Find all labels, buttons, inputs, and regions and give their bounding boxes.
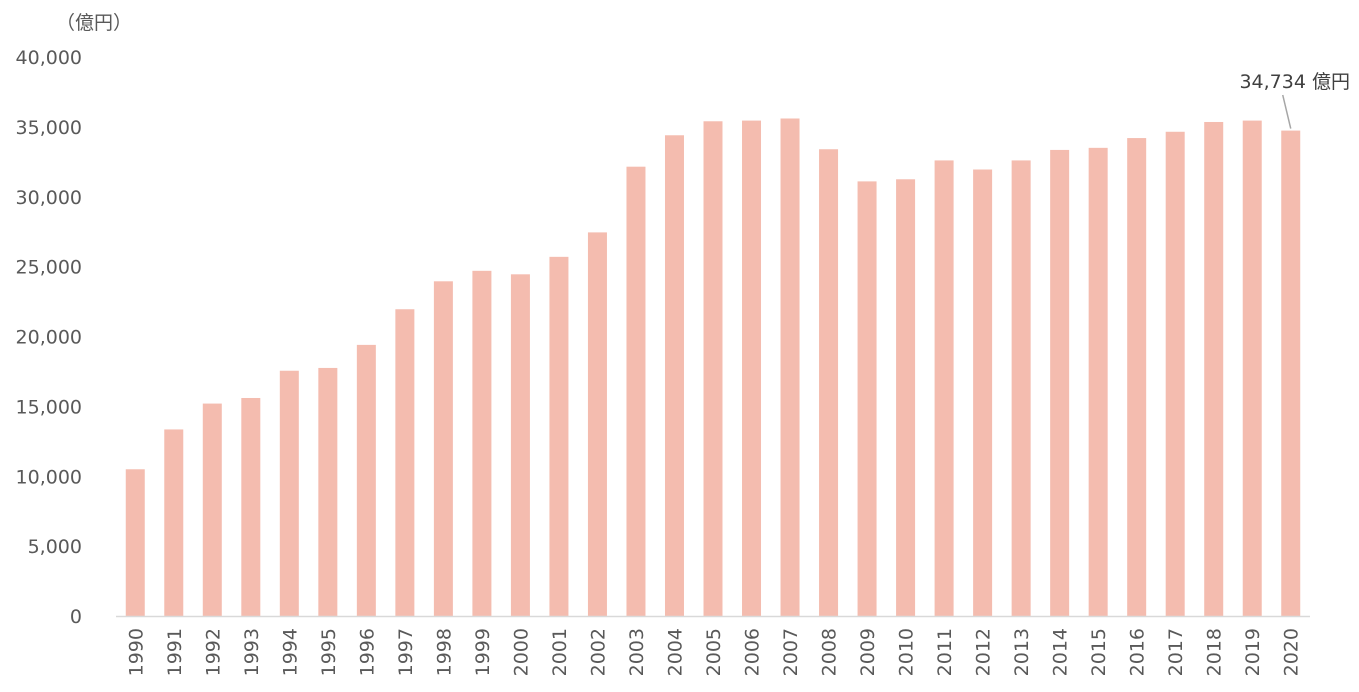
annotation: 34,734 億円 [1239,71,1350,129]
x-tick-label: 1996 [356,628,378,676]
bar-2009 [857,181,877,616]
x-tick-label: 2008 [819,628,841,676]
y-tick-label: 25,000 [16,257,82,279]
x-tick-label: 1997 [395,628,417,676]
bar-1992 [202,403,222,616]
x-tick-label: 2000 [510,628,532,676]
x-tick-label: 1993 [241,628,263,676]
x-tick-label: 2019 [1242,628,1264,676]
x-tick-label: 1995 [318,628,340,676]
x-tick-label: 2007 [780,628,802,676]
x-tick-label: 2006 [742,628,764,676]
bar-2004 [664,135,684,616]
bar-2018 [1204,121,1224,616]
y-axis: （億円） 0 5,000 10,000 15,000 20,000 25,000 30,000… [16,12,133,628]
y-tick-label: 30,000 [16,187,82,209]
bar-2016 [1127,138,1147,616]
bar-1999 [472,270,492,616]
annotation-leader-line [1282,94,1292,129]
y-tick-label: 0 [70,606,82,628]
bar-1997 [395,309,415,616]
x-tick-label: 1994 [279,628,301,676]
bar-2003 [626,166,646,616]
bar-2010 [896,179,916,616]
bar-2015 [1088,147,1108,616]
bar-2007 [780,118,800,617]
x-tick-label: 2012 [973,628,995,676]
x-axis: 1990 1991 1992 1993 1994 1995 1996 1997 1998 1999… [116,615,1310,676]
x-tick-label: 1998 [433,628,455,676]
x-tick-label: 2016 [1127,628,1149,676]
y-tick-label: 20,000 [16,327,82,349]
x-tick-label: 2011 [934,628,956,676]
bar-1991 [164,429,184,616]
bar-2013 [1011,160,1031,617]
y-tick-label: 15,000 [16,396,82,418]
bar-2020 [1281,130,1301,616]
y-tick-label: 10,000 [16,466,82,488]
bar-1996 [356,344,376,616]
bar-1995 [318,367,338,616]
x-tick-label: 2002 [587,628,609,676]
x-tick-label: 2004 [664,628,686,676]
x-tick-label: 2017 [1165,628,1187,676]
bar-2011 [934,160,954,617]
bar-2006 [742,120,762,616]
y-tick-label: 35,000 [16,117,82,139]
x-tick-label: 2003 [626,628,648,676]
bar-2005 [703,121,723,616]
bar-1990 [125,469,145,616]
bar-2019 [1242,120,1262,616]
x-tick-label: 2001 [549,628,571,676]
bar-2000 [510,274,530,616]
bar-1993 [241,397,261,616]
x-tick-label: 2014 [1050,628,1072,676]
y-tick-label: 40,000 [16,47,82,69]
x-tick-label: 2020 [1281,628,1303,676]
x-tick-label: 2018 [1204,628,1226,676]
x-tick-label: 1991 [164,628,186,676]
y-unit-label: （億円） [56,12,132,34]
bar-1998 [433,281,453,616]
annotation-label: 34,734 億円 [1239,71,1350,93]
x-tick-label: 1992 [202,628,224,676]
bar-2002 [587,232,607,616]
bar-2014 [1050,149,1070,616]
bar-2017 [1165,131,1185,616]
x-tick-label: 2013 [1011,628,1033,676]
x-tick-label: 2015 [1088,628,1110,676]
bar-2001 [549,256,569,616]
x-tick-label: 1990 [125,628,147,676]
x-tick-label: 2009 [857,628,879,676]
bar-1994 [279,370,299,616]
x-tick-label: 2010 [896,628,918,676]
bars [125,118,1301,617]
x-tick-label: 2005 [703,628,725,676]
x-tick-label: 1999 [472,628,494,676]
bar-2008 [819,149,839,617]
y-tick-label: 5,000 [28,536,82,558]
bar-2012 [973,169,993,616]
